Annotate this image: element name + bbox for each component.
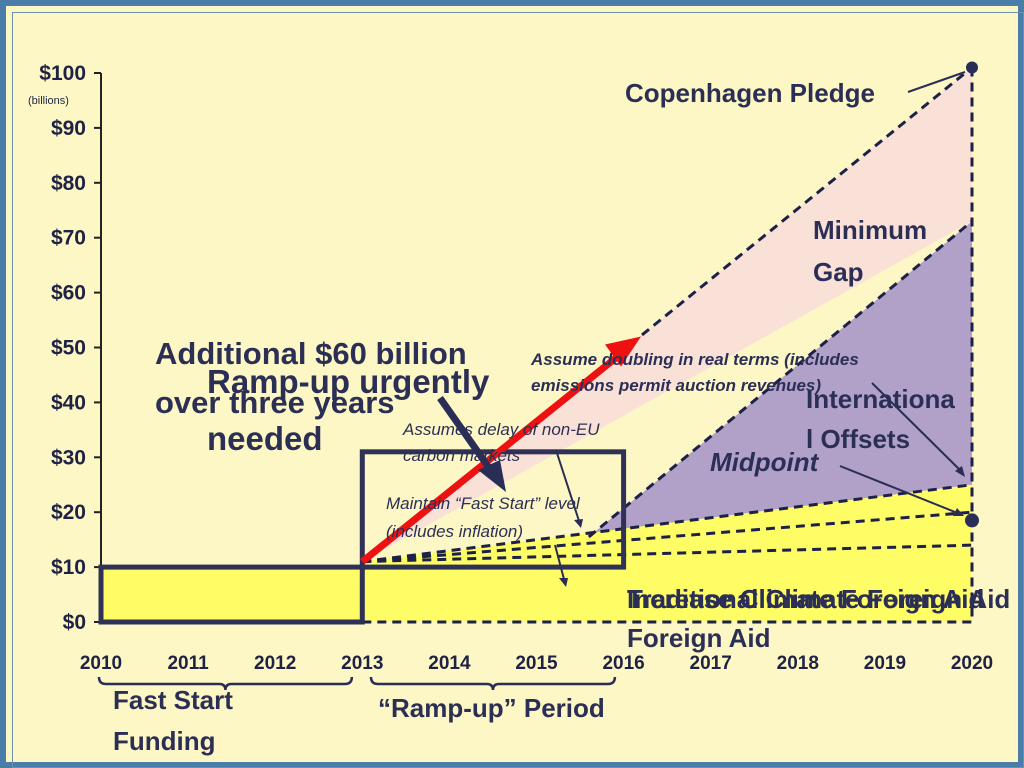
red-arrow-head xyxy=(605,336,642,367)
callout-arrow-additional xyxy=(437,395,495,475)
assumes-delay-note-line1: Assumes delay of non-EU xyxy=(403,420,600,439)
international-offsets-label-line2: l Offsets xyxy=(806,424,911,454)
x-tick-label-2014: 2014 xyxy=(428,653,471,674)
x-tick-label-2020: 2020 xyxy=(951,653,993,674)
copenhagen-pledge-label: Copenhagen Pledge xyxy=(625,78,875,108)
fast-start-level-leader-arrowhead xyxy=(559,578,568,587)
delay-leader-arrowhead xyxy=(574,519,583,528)
fast-start-box xyxy=(98,564,365,625)
ramp-up-period-label: “Ramp-up” Period xyxy=(378,693,605,723)
y-tick-label-20: $20 xyxy=(51,501,86,524)
delay-leader-line xyxy=(555,449,581,525)
assume-doubling-note-line1: Assume doubling in real terms (includes xyxy=(531,350,859,369)
y-tick-label-70: $70 xyxy=(51,227,86,250)
additional-60-billion-label-line2: over three years xyxy=(155,385,395,420)
aid-scenario-line-2 xyxy=(362,543,973,564)
y-tick-label-60: $60 xyxy=(51,282,86,305)
x-tick-label-2015: 2015 xyxy=(515,653,558,674)
fast-start-funding-label-line2: Funding xyxy=(113,726,216,756)
midpoint-label: Midpoint xyxy=(710,447,819,477)
ramp-up-brace xyxy=(369,676,617,691)
additional-60-billion-label-line1: Additional $60 billion xyxy=(155,336,467,371)
fast-start-funding-label-line1: Fast Start xyxy=(113,685,233,715)
y-unit-label: (billions) xyxy=(28,95,69,107)
x-tick-label-2018: 2018 xyxy=(777,653,819,674)
traditional-foreign-aid-label: Traditional Climate Foreign Aid xyxy=(627,584,1011,614)
y-tick-label-100: $100 xyxy=(39,62,86,85)
x-tick-label-2012: 2012 xyxy=(254,653,296,674)
callout-arrowhead-additional xyxy=(478,460,506,492)
fast-start-level-leader-line xyxy=(554,544,566,584)
ramp-up-box xyxy=(359,449,627,570)
y-tick-label-90: $90 xyxy=(51,117,86,140)
offsets-leader-arrowhead xyxy=(955,466,965,477)
foreign-aid-label-line2: Foreign Aid xyxy=(627,623,771,653)
copenhagen-pledge-line xyxy=(361,66,973,563)
ramp-up-red-arrow xyxy=(360,347,628,565)
pledge-point xyxy=(966,61,978,74)
aid-scenario-line-0 xyxy=(362,483,973,564)
ramp-up-urgently-label-line2: needed xyxy=(207,420,323,457)
fast-start-brace xyxy=(97,676,354,691)
aid-scenario-line-1 xyxy=(362,510,973,564)
x-tick-label-2011: 2011 xyxy=(167,653,209,674)
midpoint-leader-arrowhead xyxy=(953,508,964,516)
x-tick-label-2017: 2017 xyxy=(690,653,732,674)
maintain-fast-start-note-line2: (includes inflation) xyxy=(386,522,524,541)
y-tick-label-80: $80 xyxy=(51,172,86,195)
x-tick-label-2019: 2019 xyxy=(864,653,906,674)
fast-start-area xyxy=(101,567,363,622)
midpoint-leader-line xyxy=(839,465,961,515)
minimum-gap-line xyxy=(587,220,973,539)
international-offsets-label-line1: Internationa xyxy=(806,384,955,414)
midpoint-point xyxy=(965,513,979,528)
y-tick-label-40: $40 xyxy=(51,391,86,414)
y-tick-label-50: $50 xyxy=(51,337,86,360)
assumes-delay-note-line2: carbon markets xyxy=(403,446,521,465)
pledge-leader-line xyxy=(907,71,966,93)
x-tick-label-2013: 2013 xyxy=(341,653,383,674)
offsets-leader-line xyxy=(871,382,963,473)
maintain-fast-start-note-line1: Maintain “Fast Start” level xyxy=(386,494,580,513)
x-tick-label-2016: 2016 xyxy=(602,653,644,674)
increase-climate-foreign-aid-label: Increase Climate Foreign Aid xyxy=(627,584,985,614)
assume-doubling-note-line2: emissions permit auction revenues) xyxy=(531,376,822,395)
y-tick-label-10: $10 xyxy=(51,556,86,579)
y-tick-label-0: $0 xyxy=(63,611,86,634)
minimum-gap-label-line1: Minimum xyxy=(813,215,928,245)
minimum-gap-label-line2: Gap xyxy=(813,257,864,287)
y-tick-label-30: $30 xyxy=(51,446,86,469)
ramp-up-urgently-label-line1: Ramp-up urgently xyxy=(207,363,490,400)
x-tick-label-2010: 2010 xyxy=(80,653,122,674)
